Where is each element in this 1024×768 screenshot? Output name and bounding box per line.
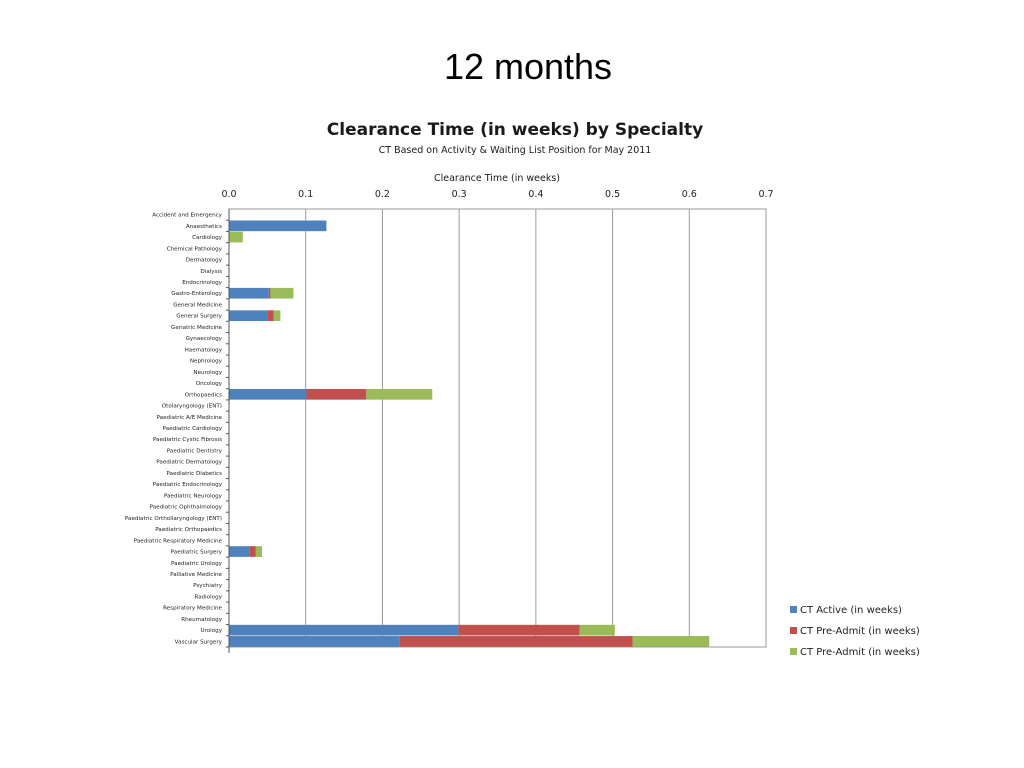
category-label: Gynaecology xyxy=(186,336,223,342)
category-label: Orthopaedics xyxy=(185,392,222,398)
bar-segment xyxy=(267,310,274,322)
category-label: Paediatric Endocrinology xyxy=(153,482,223,488)
bar-segment xyxy=(270,287,294,299)
legend: CT Active (in weeks) CT Pre-Admit (in wee… xyxy=(780,605,980,696)
category-label: Paediatric Surgery xyxy=(171,550,223,556)
category-label: Paediatric Neurology xyxy=(164,493,223,499)
bar-segment xyxy=(306,388,367,400)
category-label: Anaesthetics xyxy=(186,224,222,230)
bar-segment xyxy=(273,310,281,322)
bar-segment xyxy=(268,287,271,299)
category-label: Otolaryngology (ENT) xyxy=(162,404,222,410)
category-label: Psychiatry xyxy=(193,583,223,589)
x-tick-label: 0.2 xyxy=(375,189,390,200)
category-label: Paediatric A/E Medicine xyxy=(157,415,223,421)
category-label: Paediatric Dentistry xyxy=(167,448,223,454)
bar-segment xyxy=(579,624,615,636)
category-label: Paediatric Orthollaryngology (ENT) xyxy=(125,516,222,522)
bars xyxy=(229,220,710,647)
legend-label: CT Pre-Admit (in weeks) xyxy=(800,647,920,658)
bar-segment xyxy=(399,636,633,647)
category-label: Gastro-Enterology xyxy=(171,291,222,297)
category-label: Nephrology xyxy=(190,359,223,365)
x-tick-label: 0.5 xyxy=(605,189,620,200)
category-label: Paediatric Cystic Fibrosis xyxy=(153,437,222,443)
slide-title: 12 months xyxy=(443,46,613,87)
bar-segment xyxy=(229,624,459,636)
plot-area xyxy=(228,208,767,648)
category-label: Rheumatology xyxy=(181,617,222,623)
legend-label: CT Active (in weeks) xyxy=(800,605,902,616)
x-tick-label: 0.6 xyxy=(682,189,697,200)
category-label: Urology xyxy=(200,628,222,634)
x-tick-label: 0.4 xyxy=(528,189,543,200)
category-label: Paediatric Respiratory Medicine xyxy=(134,538,223,544)
category-label: Cardiology xyxy=(192,235,223,241)
bar-segment xyxy=(255,546,262,557)
chart-subtitle: CT Based on Activity & Waiting List Posi… xyxy=(379,145,652,156)
bar-segment xyxy=(632,636,710,647)
gridlines xyxy=(228,208,767,648)
bar-segment xyxy=(229,388,307,400)
category-label: General Medicine xyxy=(173,302,222,308)
category-label: Oncology xyxy=(196,381,223,387)
category-label: Vascular Surgery xyxy=(175,639,223,645)
category-label: Paediatric Orthopaedics xyxy=(155,527,222,533)
bar-segment xyxy=(229,546,250,557)
bar-segment xyxy=(229,287,269,299)
category-label: Dermatology xyxy=(186,258,223,264)
x-axis-title: Clearance Time (in weeks) xyxy=(434,173,560,184)
bar-segment xyxy=(366,388,433,400)
chart-title: Clearance Time (in weeks) by Specialty xyxy=(327,120,703,140)
category-label: Paediatric Diabetics xyxy=(167,471,223,477)
category-label: Paediatric Cardiology xyxy=(163,426,223,432)
category-label: Paediatric Urology xyxy=(171,561,223,567)
category-label: General Surgery xyxy=(176,314,222,320)
category-label: Accident and Emergency xyxy=(152,213,222,219)
category-label: Geriatric Medicine xyxy=(171,325,223,331)
legend-swatch xyxy=(790,648,797,655)
category-label: Respiratory Medicine xyxy=(163,606,222,612)
bar-segment xyxy=(229,231,243,243)
x-tick-label: 0.7 xyxy=(758,189,773,200)
bar-segment xyxy=(229,636,400,647)
legend-clip xyxy=(780,656,980,696)
category-label: Endocrinology xyxy=(182,280,222,286)
category-label: Dialysis xyxy=(200,269,222,275)
x-tick-label: 0.3 xyxy=(452,189,467,200)
x-tick-label: 0.1 xyxy=(298,189,313,200)
bar-segment xyxy=(458,624,580,636)
category-label: Palliative Medicine xyxy=(170,572,222,578)
legend-swatch xyxy=(790,627,797,634)
category-label: Paediatric Dermatology xyxy=(156,460,222,466)
bar-segment xyxy=(229,310,268,322)
bar-segment xyxy=(249,546,256,557)
category-label: Neurology xyxy=(193,370,222,376)
axes: 0.0 0.1 0.2 0.3 0.4 0.5 0.6 0.7 Accident and Eme… xyxy=(125,189,774,653)
legend-swatch xyxy=(790,606,797,613)
x-tick-label: 0.0 xyxy=(221,189,236,200)
category-label: Haematology xyxy=(185,347,223,353)
category-label: Radiology xyxy=(194,594,222,600)
category-label: Paediatric Ophthalmology xyxy=(150,505,223,511)
legend-label: CT Pre-Admit (in weeks) xyxy=(800,626,920,637)
bar-segment xyxy=(229,220,327,232)
category-label: Chemical Pathology xyxy=(167,246,223,252)
